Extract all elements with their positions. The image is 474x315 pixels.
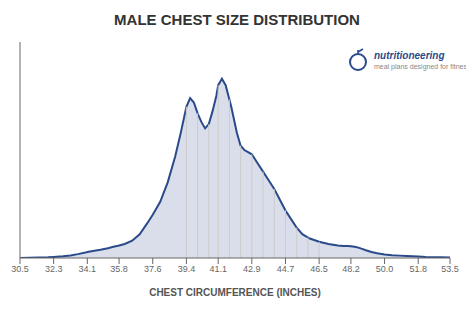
svg-text:37.6: 37.6 — [144, 264, 162, 274]
svg-text:51.8: 51.8 — [409, 264, 427, 274]
svg-text:46.5: 46.5 — [310, 264, 328, 274]
svg-text:34.1: 34.1 — [79, 264, 97, 274]
html-text:MALE CHEST SIZE DISTRIBUTION: MALE CHEST SIZE DISTRIBUTION — [114, 11, 360, 28]
svg-text:CHEST CIRCUMFERENCE (INCHES): CHEST CIRCUMFERENCE (INCHES) — [149, 287, 321, 298]
html-text:meal plans designed for fitnes: meal plans designed for fitness — [374, 62, 471, 70]
svg-text:53.5: 53.5 — [441, 264, 459, 274]
html-text:nutritioneering: nutritioneering — [374, 49, 445, 61]
svg-text:48.2: 48.2 — [342, 264, 360, 274]
svg-text:30.5: 30.5 — [11, 264, 29, 274]
svg-text:50.0: 50.0 — [376, 264, 394, 274]
svg-text:44.7: 44.7 — [277, 264, 295, 274]
svg-text:35.8: 35.8 — [110, 264, 128, 274]
svg-text:41.1: 41.1 — [209, 264, 227, 274]
svg-text:32.3: 32.3 — [45, 264, 63, 274]
svg-text:42.9: 42.9 — [243, 264, 261, 274]
svg-text:39.4: 39.4 — [178, 264, 196, 274]
